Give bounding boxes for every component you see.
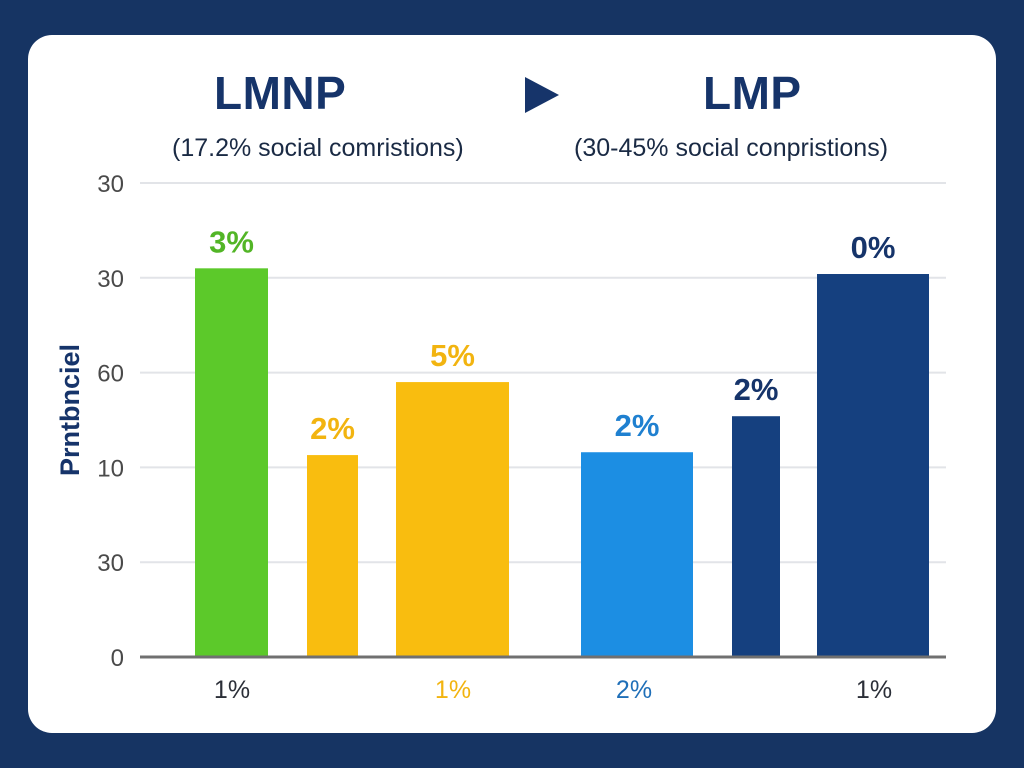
play-arrow-icon (525, 77, 559, 113)
left-subtitle: (17.2% social comristions) (172, 134, 464, 162)
bar (307, 455, 358, 657)
gridlines (140, 182, 946, 564)
y-tick-label: 30 (97, 171, 124, 198)
bar (732, 416, 780, 657)
y-tick-label: 30 (97, 266, 124, 293)
left-title: LMNP (214, 67, 347, 119)
x-tick-labels: 1% 1% 2% 1% (214, 676, 892, 704)
y-tick-labels: 0 30 10 60 30 30 (97, 171, 124, 672)
y-tick-label: 10 (97, 455, 124, 482)
x-tick-label: 2% (616, 676, 652, 704)
y-tick-label: 60 (97, 361, 124, 388)
bar-value-labels: 3% 2% 5% 2% 2% 0% (209, 224, 895, 446)
right-subtitle: (30-45% social conpristions) (574, 134, 889, 162)
y-tick-label: 30 (97, 550, 124, 577)
x-tick-label: 1% (856, 676, 892, 704)
bar (396, 382, 509, 657)
bar (817, 274, 929, 657)
bars (195, 268, 929, 657)
bar-value-label: 2% (734, 372, 779, 407)
bar (581, 452, 693, 657)
x-tick-label: 1% (214, 676, 250, 704)
right-title: LMP (703, 67, 802, 119)
bar-value-label: 0% (851, 230, 896, 265)
bar-value-label: 2% (310, 411, 355, 446)
bar (195, 268, 268, 657)
bar-value-label: 5% (430, 338, 475, 373)
bar-value-label: 2% (615, 408, 660, 443)
y-tick-label: 0 (111, 645, 124, 672)
bar-value-label: 3% (209, 224, 254, 259)
x-tick-label: 1% (435, 676, 471, 704)
